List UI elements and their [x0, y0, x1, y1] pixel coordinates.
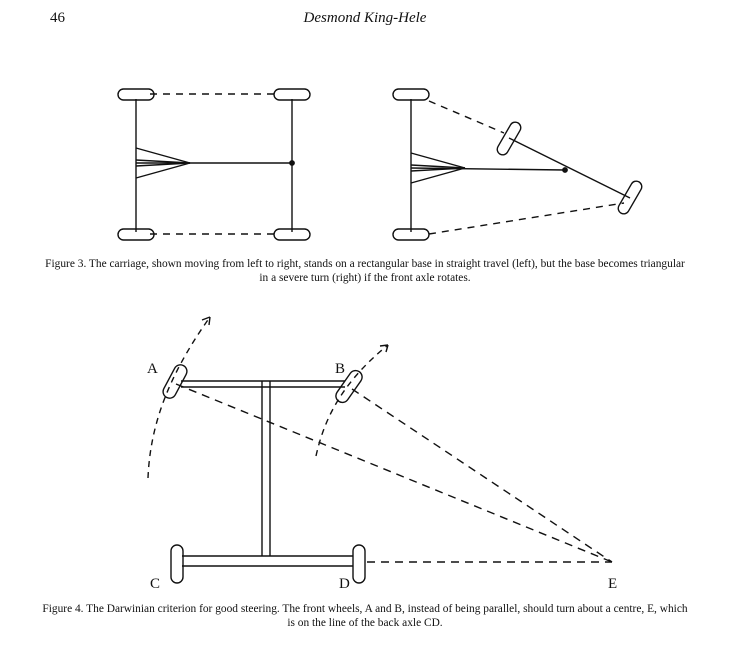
fig4-label-e: E	[608, 576, 617, 592]
fig3-right-wheel-front-bottom	[617, 180, 643, 215]
fig4-label-a: A	[147, 361, 158, 377]
fig3-left-wheel-rear-bottom	[117, 228, 155, 241]
fig3-right-wheel-rear-top	[392, 88, 430, 101]
fig3-right-pivot	[562, 167, 568, 173]
fig3-right-carriage	[392, 88, 643, 241]
running-head: Desmond King-Hele	[303, 10, 427, 26]
fig4-label-d: D	[339, 576, 350, 592]
fig4-label-c: C	[150, 576, 160, 592]
figure-4-diagram: A B C D E	[147, 316, 617, 592]
fig4-arc-a	[147, 316, 211, 479]
fig3-left-wheel-rear-top	[117, 88, 155, 101]
fig4-wheel-c	[170, 544, 184, 584]
fig4-wheel-b	[335, 369, 363, 404]
fig3-left-carriage	[117, 88, 311, 241]
page-number: 46	[50, 10, 65, 26]
fig4-arc-b	[315, 344, 389, 457]
fig3-right-wheel-rear-bottom	[392, 228, 430, 241]
fig3-left-pivot	[289, 160, 295, 166]
figure-3-diagram	[117, 88, 643, 241]
fig3-left-wheel-front-top	[273, 88, 311, 101]
fig4-label-b: B	[335, 361, 345, 377]
figure-4-caption: Figure 4. The Darwinian criterion for go…	[42, 603, 688, 629]
fig4-wheel-d	[352, 544, 366, 584]
fig4-line-a-e	[175, 383, 613, 563]
fig4-line-b-e	[351, 388, 613, 563]
fig3-left-wheel-front-bottom	[273, 228, 311, 241]
fig3-right-wheel-front-top	[496, 121, 522, 156]
figure-3-caption: Figure 3. The carriage, shown moving fro…	[45, 258, 685, 284]
fig4-wheel-a	[162, 364, 188, 399]
